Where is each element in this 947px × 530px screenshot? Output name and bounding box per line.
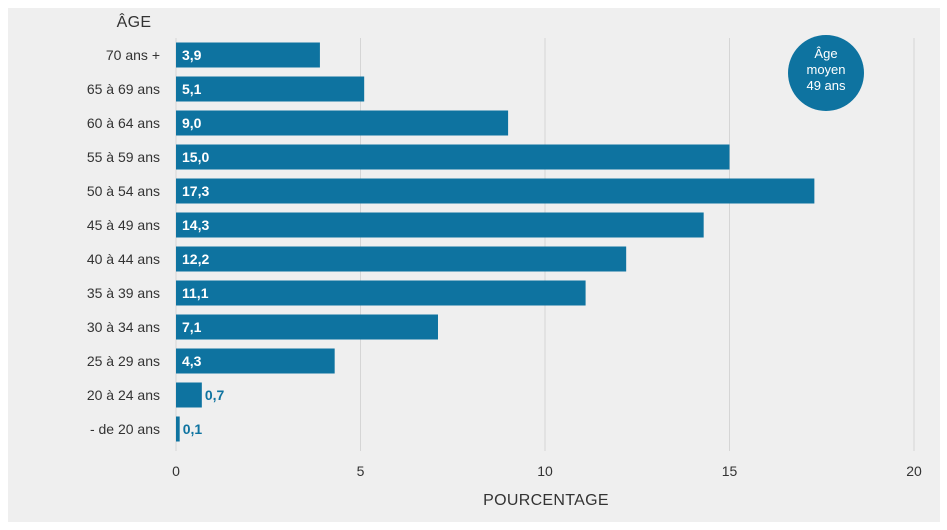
x-tick-label: 0 [172, 463, 180, 479]
category-label: 35 à 39 ans [87, 285, 160, 301]
category-label: 20 à 24 ans [87, 387, 160, 403]
bars [176, 42, 815, 442]
bar [176, 382, 202, 408]
age-distribution-chart: 3,9 5,1 9,0 15,0 17,3 14,3 12,2 11,1 7,1 4,3 0,7 0,… [87, 12, 922, 509]
category-label: 50 à 54 ans [87, 183, 160, 199]
value-label: 7,1 [182, 319, 202, 335]
bar [176, 144, 730, 170]
y-axis-title: ÂGE [117, 12, 152, 31]
value-label: 0,7 [205, 387, 225, 403]
value-label: 15,0 [182, 149, 209, 165]
category-label: 25 à 29 ans [87, 353, 160, 369]
bar [176, 76, 365, 102]
category-label: 45 à 49 ans [87, 217, 160, 233]
value-label: 12,2 [182, 251, 209, 267]
bar [176, 314, 438, 340]
bar [176, 348, 335, 374]
category-label: - de 20 ans [90, 421, 160, 437]
badge-line-1: Âge [814, 46, 837, 61]
bar [176, 110, 509, 136]
category-label: 70 ans + [106, 47, 160, 63]
value-label: 3,9 [182, 47, 202, 63]
bar [176, 416, 180, 442]
bar [176, 178, 815, 204]
x-tick-labels: 0 5 10 15 20 [172, 463, 922, 479]
bar [176, 280, 586, 306]
x-tick-label: 20 [906, 463, 922, 479]
value-label: 14,3 [182, 217, 209, 233]
badge-circle [788, 35, 864, 111]
badge-line-3: 49 ans [806, 78, 846, 93]
bar [176, 212, 704, 238]
x-tick-label: 15 [722, 463, 738, 479]
category-label: 55 à 59 ans [87, 149, 160, 165]
value-labels: 3,9 5,1 9,0 15,0 17,3 14,3 12,2 11,1 7,1 4,3 0,7 0,… [182, 47, 225, 437]
x-axis-title: POURCENTAGE [483, 492, 609, 509]
bar [176, 42, 320, 68]
value-label: 4,3 [182, 353, 202, 369]
value-label: 11,1 [182, 285, 209, 301]
value-label: 0,1 [183, 421, 203, 437]
value-label: 5,1 [182, 81, 202, 97]
category-labels: 70 ans + 65 à 69 ans 60 à 64 ans 55 à 59 an… [87, 47, 160, 437]
category-label: 60 à 64 ans [87, 115, 160, 131]
x-tick-label: 10 [537, 463, 553, 479]
value-label: 17,3 [182, 183, 209, 199]
x-tick-label: 5 [357, 463, 365, 479]
average-age-badge: Âge moyen 49 ans [788, 35, 864, 111]
value-label: 9,0 [182, 115, 202, 131]
grid-lines [175, 38, 915, 451]
category-label: 30 à 34 ans [87, 319, 160, 335]
badge-line-2: moyen [806, 62, 845, 77]
category-label: 65 à 69 ans [87, 81, 160, 97]
category-label: 40 à 44 ans [87, 251, 160, 267]
chart-panel: 3,9 5,1 9,0 15,0 17,3 14,3 12,2 11,1 7,1 4,3 0,7 0,… [8, 8, 940, 522]
bar [176, 246, 627, 272]
